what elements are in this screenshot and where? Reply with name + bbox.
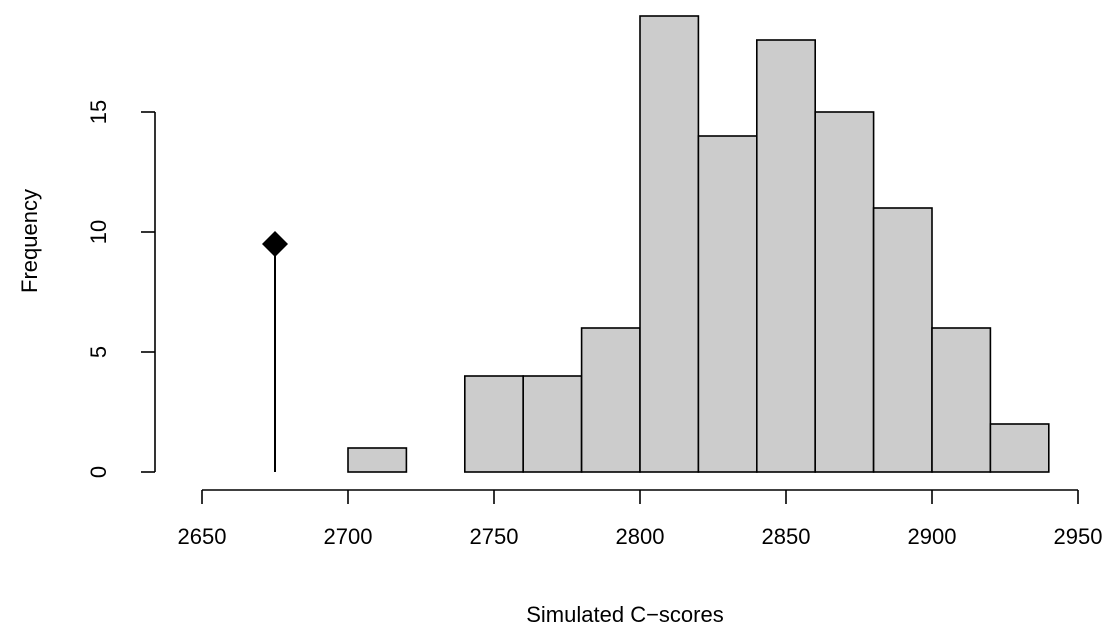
histogram-bar xyxy=(755,39,816,473)
histogram-bar xyxy=(639,15,700,473)
y-tick-label: 0 xyxy=(86,466,111,478)
y-axis-title: Frequency xyxy=(17,189,42,293)
x-tick-label: 2800 xyxy=(616,524,665,549)
histogram-bar xyxy=(989,423,1050,473)
y-axis: 0 5 10 15 xyxy=(86,100,156,478)
observed-marker-diamond xyxy=(262,231,288,257)
histogram-bar xyxy=(580,327,641,473)
observed-marker-group xyxy=(262,231,288,472)
x-tick-label: 2750 xyxy=(470,524,519,549)
histogram-bar xyxy=(347,447,408,473)
x-axis: 2650 2700 2750 2800 2850 2900 2950 xyxy=(178,489,1103,549)
y-tick-label: 15 xyxy=(86,100,111,124)
x-tick-label: 2700 xyxy=(324,524,373,549)
x-tick-label: 2650 xyxy=(178,524,227,549)
histogram-bar xyxy=(522,375,583,473)
histogram-bar xyxy=(931,327,992,473)
x-tick-label: 2900 xyxy=(908,524,957,549)
histogram-bar xyxy=(814,111,875,473)
x-tick-label: 2950 xyxy=(1054,524,1103,549)
x-axis-title: Simulated C−scores xyxy=(526,602,723,627)
x-tick-label: 2850 xyxy=(762,524,811,549)
y-tick-label: 10 xyxy=(86,220,111,244)
histogram-bar xyxy=(463,375,524,473)
y-tick-label: 5 xyxy=(86,346,111,358)
histogram-bars xyxy=(347,15,1050,473)
histogram-bar xyxy=(872,207,933,473)
histogram-bar xyxy=(697,135,758,473)
